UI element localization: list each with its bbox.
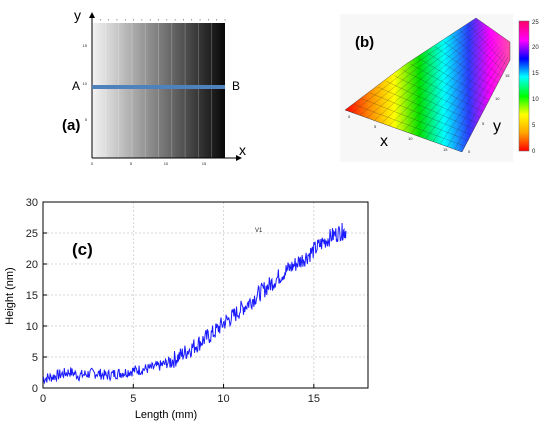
colorbar-tick-1: 5 <box>532 123 536 129</box>
panel-b-mesh-line <box>374 28 485 121</box>
panel-b-mesh-line <box>377 86 475 130</box>
panel-c-y-tick-label: 20 <box>26 259 38 271</box>
panel-b-mesh-line <box>434 46 496 89</box>
panel-b-mesh-line <box>467 23 508 66</box>
panel-a-y-tick-0: 5 <box>85 117 88 122</box>
panel-a: x y A B (a) 0 5 10 15 5 10 15 <box>62 7 246 166</box>
panel-b-x-tick-3: 15 <box>443 147 448 152</box>
panel-a-x-tick-1: 5 <box>130 161 133 166</box>
panel-b-mesh-line <box>417 44 498 137</box>
panel-c-x-ticks: 0 5 10 15 <box>40 384 320 405</box>
panel-b-mesh-line <box>403 38 494 132</box>
panel-b-x-tick-0: 0 <box>348 114 351 119</box>
panel-b-mesh-line <box>396 36 492 129</box>
panel-c-x-tick-label: 15 <box>308 393 320 405</box>
panel-a-x-tick-2: 10 <box>164 161 169 166</box>
colorbar-tick-2: 10 <box>532 97 539 103</box>
colorbar-tick-3: 15 <box>532 71 539 77</box>
panel-b-y-tick-3: 15 <box>505 73 510 78</box>
panel-c-y-tick-label: 0 <box>32 383 38 395</box>
panel-c-x-tick-label: 5 <box>130 393 136 405</box>
panel-b-mesh-line <box>432 49 502 142</box>
panel-c-y-tick-label: 25 <box>26 228 38 240</box>
colorbar-tick-4: 20 <box>532 45 539 51</box>
panel-b-mesh-line <box>381 30 487 124</box>
panel-b-mesh-line <box>425 46 500 139</box>
panel-b-mesh-line <box>447 54 506 147</box>
panel-b-mesh-line <box>388 33 489 126</box>
panel-c-x-tick-label: 0 <box>40 393 46 405</box>
panel-b-y-tick-1: 5 <box>482 121 485 126</box>
panel-b-mesh-line <box>385 81 478 124</box>
panel-b-mesh-line <box>402 69 484 112</box>
panel-b-mesh-line <box>451 35 502 78</box>
panel-c-y-tick-label: 10 <box>26 321 38 333</box>
panel-b-y-label: y <box>493 118 501 135</box>
panel-b-mesh-line <box>443 40 499 84</box>
panel-b: 0 5 10 15 20 25 (b) x y 0 5 10 15 0 5 10… <box>340 14 539 162</box>
panel-b-x-label: x <box>380 133 388 150</box>
panel-b-x-tick-1: 5 <box>374 124 377 129</box>
panel-b-mesh-line <box>426 52 493 95</box>
panel-b-mesh-line <box>439 52 504 145</box>
panel-a-x-tick-0: 0 <box>91 161 94 166</box>
panel-b-mesh-line <box>410 41 496 134</box>
panel-b-colorbar <box>518 20 530 152</box>
panel-b-mesh-line <box>410 63 487 107</box>
panel-c-y-ticks: 0 5 10 15 20 25 30 <box>26 197 47 395</box>
colorbar-tick-5: 25 <box>532 20 539 26</box>
panel-c-y-tick-label: 5 <box>32 352 38 364</box>
panel-c-letter: (c) <box>72 240 93 259</box>
panel-b-y-tick-2: 10 <box>495 96 500 101</box>
panel-b-y-tick-0: 0 <box>468 149 471 154</box>
panel-a-x-tick-3: 15 <box>202 161 207 166</box>
panel-b-mesh-line <box>353 104 466 147</box>
panel-b-mesh <box>352 20 509 150</box>
panel-b-letter: (b) <box>355 34 374 51</box>
profile-start-label: A <box>72 79 80 93</box>
colorbar-tick-0: 0 <box>532 149 536 155</box>
panel-a-x-label: x <box>239 142 246 158</box>
panel-b-mesh-line <box>352 20 479 113</box>
panel-b-mesh-line <box>366 25 483 119</box>
panel-c: 0 5 10 15 0 5 10 15 20 25 30 V1 (c) Length (mm) H… <box>4 197 369 421</box>
panel-a-y-tick-2: 15 <box>83 43 88 48</box>
panel-c-y-tick-label: 30 <box>26 197 38 209</box>
panel-c-y-tick-label: 15 <box>26 290 38 302</box>
panel-c-grid <box>43 202 368 388</box>
panel-a-x-arrow <box>236 155 242 161</box>
panel-a-letter: (a) <box>62 117 80 134</box>
panel-c-end-label: V1 <box>255 228 263 234</box>
panel-b-mesh-line <box>369 92 472 135</box>
panel-b-mesh-line <box>454 57 509 150</box>
panel-b-mesh-line <box>394 75 481 118</box>
panel-b-mesh-line <box>359 23 481 116</box>
panel-c-y-label: Height (nm) <box>4 267 16 324</box>
panel-a-y-arrow <box>89 12 95 18</box>
profile-end-label: B <box>232 79 240 93</box>
panel-c-series-line <box>42 222 347 385</box>
panel-a-gradient <box>92 23 225 158</box>
panel-a-y-label: y <box>74 7 81 23</box>
panel-b-x-tick-2: 10 <box>408 136 413 141</box>
panel-b-mesh-line <box>418 58 490 101</box>
panel-c-x-label: Length (mm) <box>135 409 197 421</box>
panel-b-mesh-line <box>459 29 505 72</box>
panel-b-mesh-line <box>361 98 469 141</box>
panel-c-x-tick-label: 10 <box>217 393 229 405</box>
panel-a-y-tick-1: 10 <box>83 81 88 86</box>
